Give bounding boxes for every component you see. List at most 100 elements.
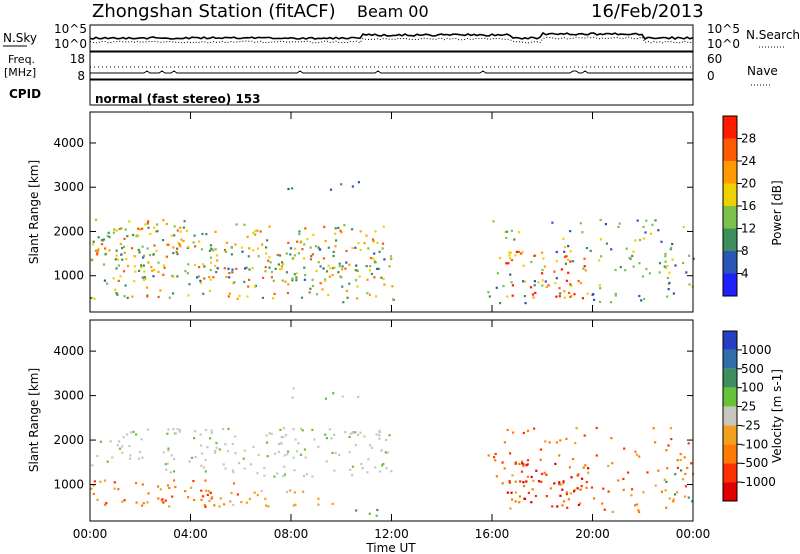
power-cell <box>543 265 546 268</box>
power-cell <box>155 249 158 253</box>
velocity-cell <box>543 471 546 474</box>
power-cell <box>162 264 165 267</box>
power-cell <box>179 245 182 248</box>
velocity-cell <box>118 447 122 450</box>
power-cell <box>215 254 219 257</box>
power-colorbar-swatch-7 <box>723 116 737 139</box>
power-cell <box>145 286 149 289</box>
power-cell <box>293 254 297 257</box>
velocity-cell <box>375 514 378 517</box>
power-cell <box>488 295 491 298</box>
power-cell <box>291 257 294 260</box>
velocity-cell <box>218 505 221 508</box>
velocity-cell <box>584 464 587 467</box>
power-cell <box>193 263 197 266</box>
power-cell <box>338 262 341 265</box>
velocity-cell <box>526 429 530 432</box>
velocity-cell <box>354 444 357 447</box>
power-cell <box>243 267 247 270</box>
velocity-colorbar: 1000 500 100 25 -25 -100 -500 -1000 <box>722 330 776 502</box>
power-cell <box>618 222 621 225</box>
power-cell <box>150 266 153 269</box>
velocity-cell <box>501 461 504 464</box>
power-cell <box>133 280 136 283</box>
velocity-cell <box>378 437 381 440</box>
velocity-cell <box>135 501 138 504</box>
velocity-cell <box>683 456 686 459</box>
power-cell <box>563 255 566 259</box>
power-cell <box>144 278 147 281</box>
power-cell <box>120 227 123 230</box>
power-cell <box>381 247 384 250</box>
x-axis-label-4: 16:00 <box>475 527 510 541</box>
power-cell <box>365 265 368 268</box>
velocity-cell <box>554 462 557 465</box>
velocity-cell <box>535 469 538 472</box>
power-cell <box>311 284 315 288</box>
power-cell <box>510 229 513 232</box>
velocity-cell <box>141 456 144 459</box>
power-cell <box>688 283 691 286</box>
velocity-cell <box>610 437 613 440</box>
velocity-cell <box>292 504 295 507</box>
velocity-ytick-label-2: 3000 <box>53 389 84 403</box>
power-colorbar-swatch-0 <box>723 273 737 296</box>
velocity-cell <box>303 448 306 451</box>
power-cell <box>510 259 514 262</box>
velocity-cell <box>113 481 116 484</box>
power-cell <box>371 238 375 241</box>
power-cell <box>508 251 511 254</box>
velocity-cell <box>242 457 245 460</box>
power-cell <box>95 249 98 252</box>
power-cell <box>558 287 561 290</box>
power-cell <box>301 248 304 251</box>
power-cell <box>265 246 268 249</box>
power-cell <box>373 276 376 279</box>
velocity-cell <box>687 442 690 445</box>
power-cell <box>152 253 155 256</box>
velocity-cell <box>382 463 385 466</box>
velocity-cell <box>375 433 378 436</box>
velocity-cell <box>103 479 107 482</box>
velocity-cell <box>305 473 309 476</box>
velocity-cell <box>351 465 355 468</box>
power-cell <box>610 248 613 251</box>
velocity-cell <box>530 501 533 504</box>
power-colorbar-swatch-5 <box>723 161 737 184</box>
power-cell <box>108 249 111 252</box>
velocity-colorbar-label-7: -1000 <box>741 475 776 489</box>
power-cell <box>555 250 558 254</box>
power-colorbar-label-3: 16 <box>741 199 756 213</box>
power-cell <box>123 295 126 298</box>
power-cell <box>382 277 385 281</box>
power-cell <box>570 284 573 287</box>
power-cell <box>342 301 345 304</box>
velocity-cell <box>123 499 126 502</box>
power-cell <box>199 282 202 285</box>
power-cell <box>599 287 602 290</box>
velocity-cell <box>285 490 288 493</box>
power-cell <box>175 250 178 253</box>
power-cell <box>567 245 570 248</box>
velocity-cell <box>253 491 256 494</box>
velocity-cell <box>245 501 248 504</box>
power-cell <box>524 280 527 283</box>
velocity-cell <box>348 435 351 439</box>
velocity-cell <box>237 462 241 465</box>
power-cell <box>214 264 217 267</box>
power-cell <box>569 295 572 298</box>
velocity-colorbar-swatch-6 <box>723 444 737 464</box>
velocity-cell <box>204 428 208 432</box>
power-cell <box>209 244 213 247</box>
velocity-cell <box>687 496 690 499</box>
power-cell <box>259 230 262 233</box>
velocity-colorbar-label-text: Velocity [m s-1] <box>770 369 784 463</box>
power-cell <box>374 230 377 233</box>
power-cell <box>380 276 383 279</box>
cpid-value: normal (fast stereo) 153 <box>95 92 261 106</box>
velocity-cell <box>511 431 515 434</box>
x-axis-labels: 00:00 04:00 08:00 12:00 16:00 20:00 00:00 <box>73 527 711 541</box>
noise-right-tick-bottom: 10^0 <box>707 37 740 51</box>
power-cell <box>183 220 186 223</box>
power-cell <box>147 261 150 264</box>
